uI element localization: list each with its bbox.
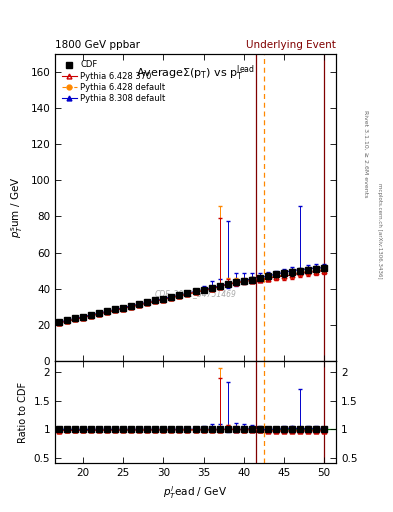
Text: mcplots.cern.ch [arXiv:1306.3436]: mcplots.cern.ch [arXiv:1306.3436] (377, 183, 382, 278)
Text: Underlying Event: Underlying Event (246, 39, 336, 50)
X-axis label: $p_T^l$ead / GeV: $p_T^l$ead / GeV (163, 484, 228, 501)
Legend: CDF, Pythia 6.428 370, Pythia 6.428 default, Pythia 8.308 default: CDF, Pythia 6.428 370, Pythia 6.428 defa… (59, 58, 168, 105)
Y-axis label: $p_T^\mathrm{s}$um / GeV: $p_T^\mathrm{s}$um / GeV (9, 177, 25, 238)
Y-axis label: Ratio to CDF: Ratio to CDF (18, 381, 28, 443)
Text: CDF_2001_S4751469: CDF_2001_S4751469 (154, 289, 237, 298)
Text: 1800 GeV ppbar: 1800 GeV ppbar (55, 39, 140, 50)
Text: Average$\Sigma$(p$_\mathrm{T}$) vs p$_\mathrm{T}^\mathrm{lead}$: Average$\Sigma$(p$_\mathrm{T}$) vs p$_\m… (136, 63, 255, 82)
Text: Rivet 3.1.10, ≥ 2.6M events: Rivet 3.1.10, ≥ 2.6M events (363, 110, 368, 197)
